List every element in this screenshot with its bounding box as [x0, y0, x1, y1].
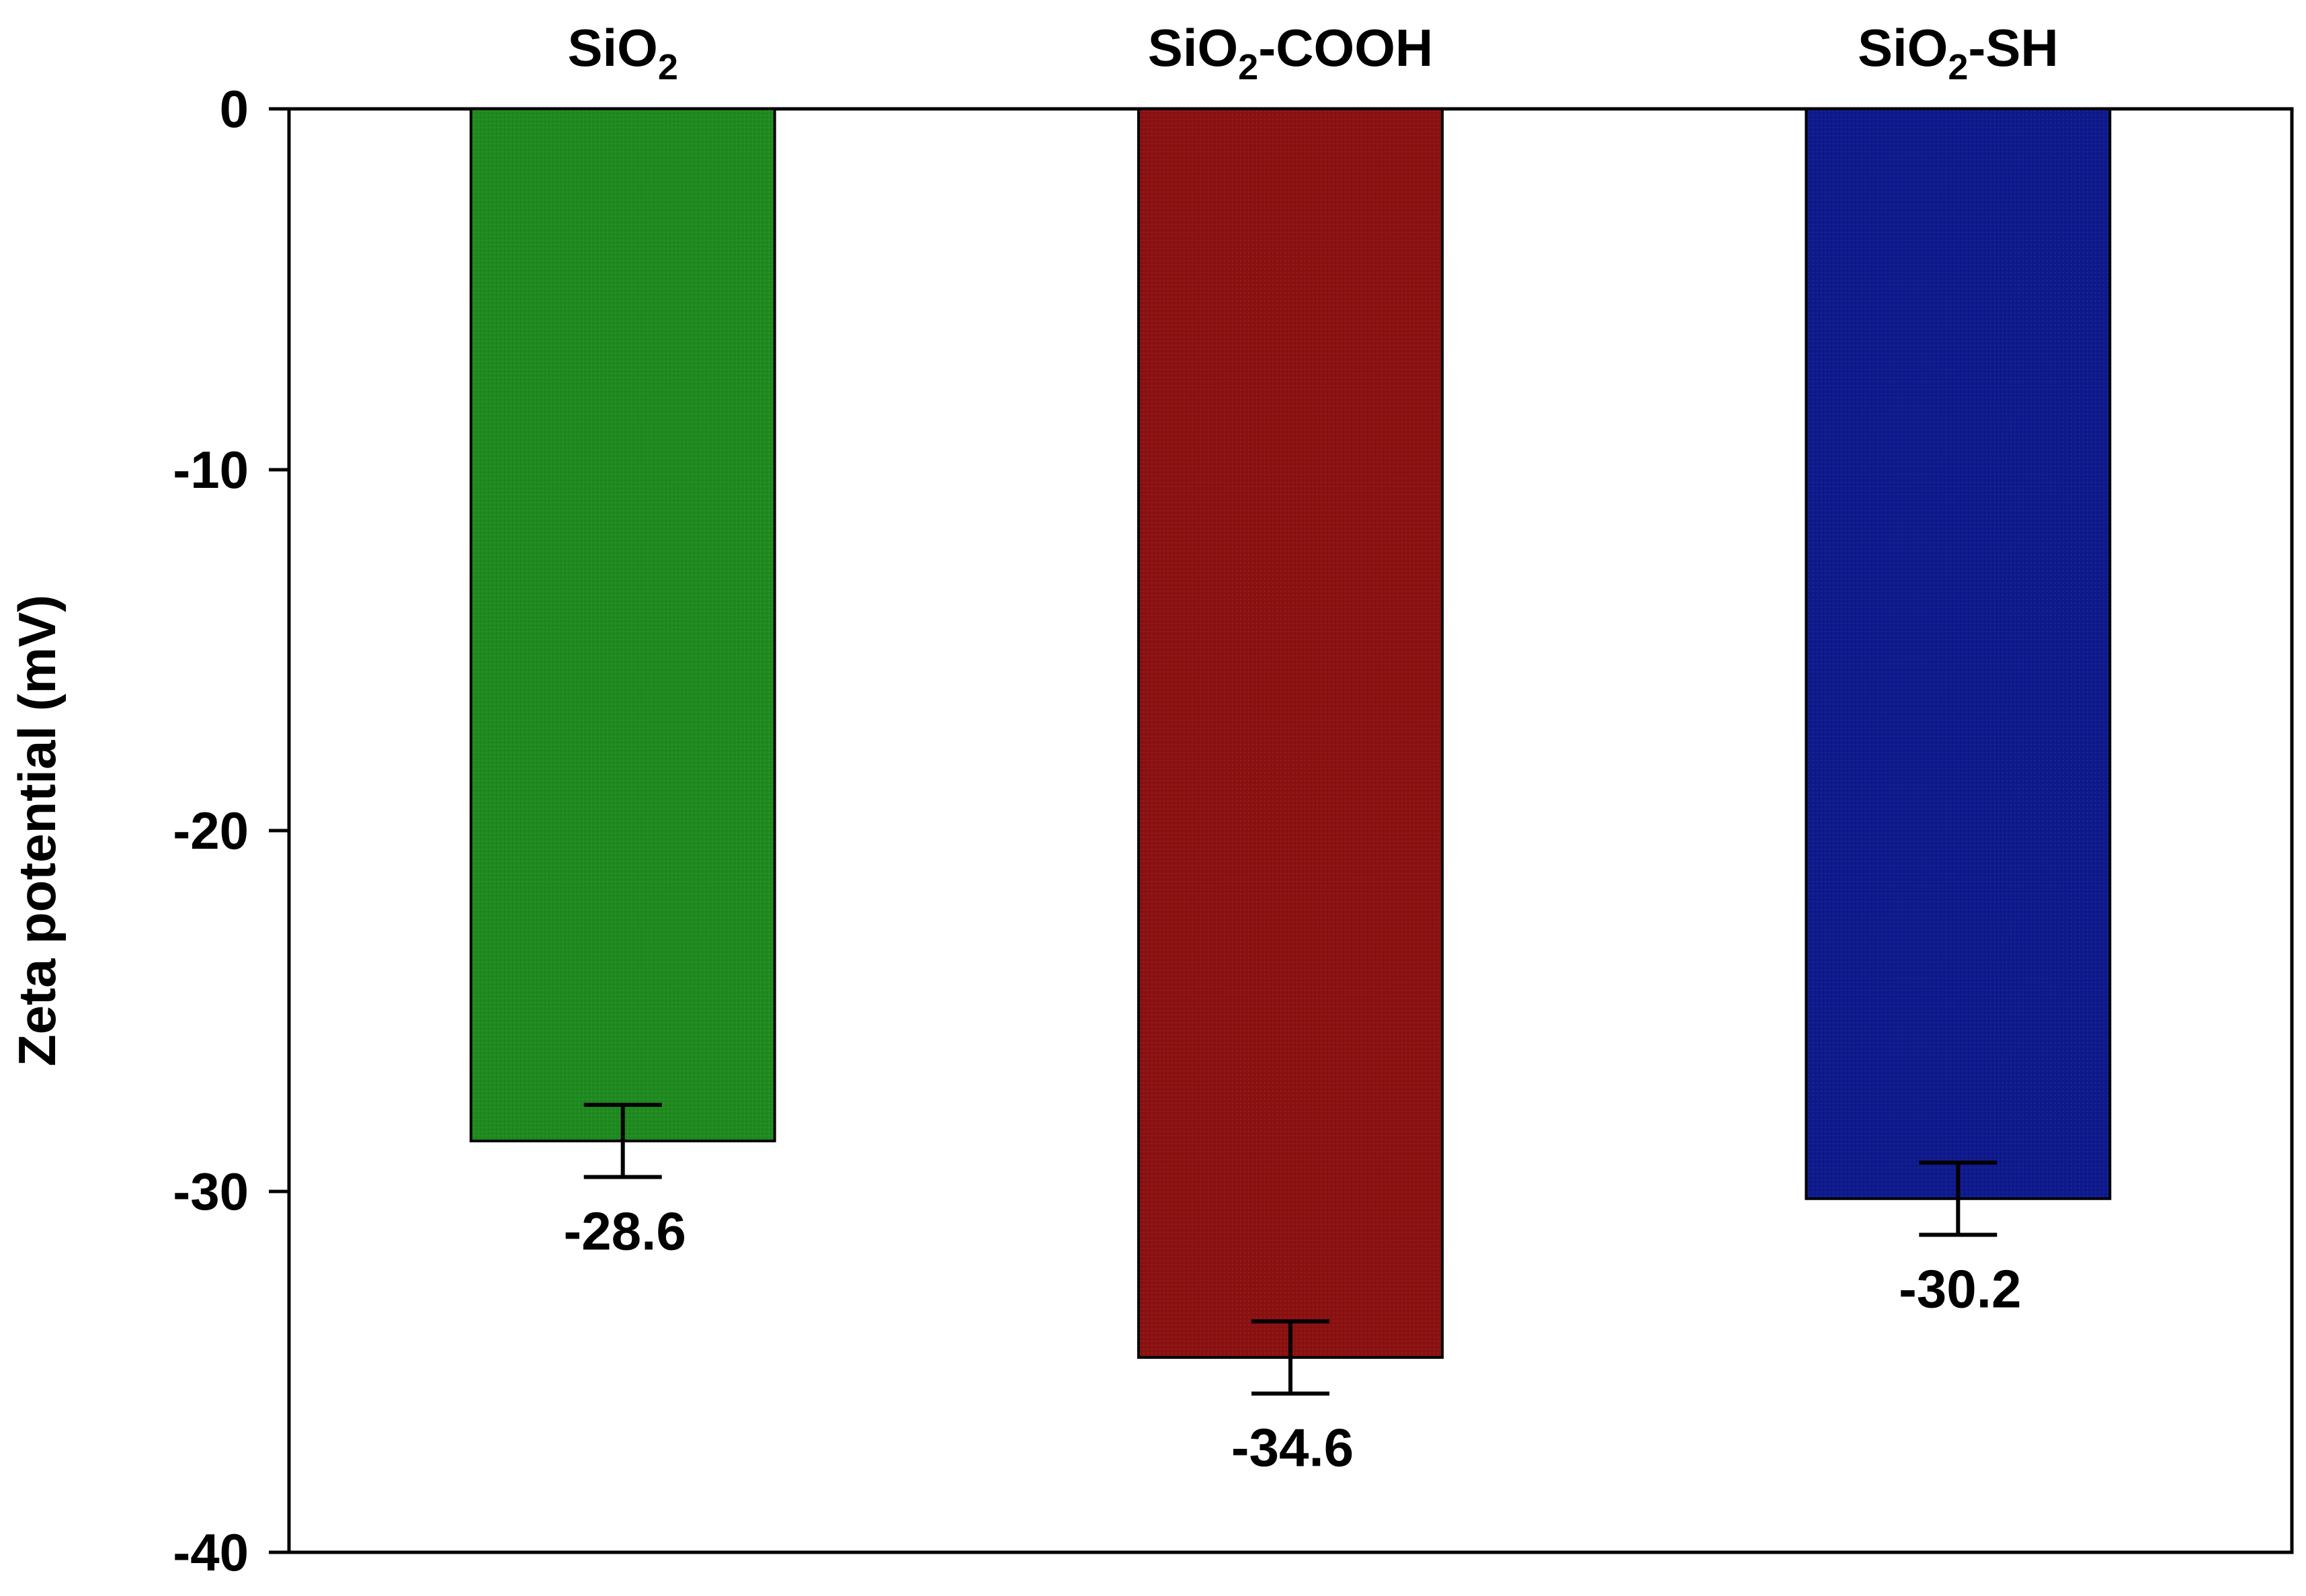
bars: -28.6 -34.6 -30.2 [471, 109, 2110, 1478]
data-label: -30.2 [1899, 1259, 2021, 1318]
category-label-base: SiO [1148, 18, 1238, 77]
bar-texture [1139, 109, 1442, 1357]
category-label-base: SiO [567, 18, 657, 77]
y-tick-label: -30 [173, 1162, 249, 1221]
bar-texture [471, 109, 775, 1141]
category-label: SiO2 [567, 18, 677, 87]
category-label-subscript: 2 [1238, 47, 1258, 87]
data-label: -34.6 [1231, 1418, 1354, 1478]
category-label-subscript: 2 [1948, 47, 1968, 87]
zeta-potential-chart: 0 -10 -20 -30 -40 -28.6 -34.6 -30.2 SiO2 SiO2-C… [0, 0, 2306, 1593]
category-label: SiO2-SH [1858, 18, 2059, 87]
y-axis-label: Zeta potential (mV) [7, 595, 67, 1066]
category-label-base: SiO [1858, 18, 1948, 77]
category-label: SiO2-COOH [1148, 18, 1433, 87]
y-axis: 0 -10 -20 -30 -40 [173, 79, 289, 1582]
data-label: -28.6 [563, 1202, 686, 1261]
category-label-subscript: 2 [658, 47, 678, 87]
y-tick-label: -20 [173, 801, 249, 860]
category-label-suffix: -COOH [1258, 18, 1433, 77]
category-label-suffix: -SH [1968, 18, 2058, 77]
y-tick-label: 0 [220, 79, 249, 138]
chart-svg: 0-10-20-30-40 -28.6-34.6-30.2 SiO2 SiO2-C… [0, 0, 2306, 1593]
y-tick-label: -10 [173, 440, 249, 499]
bar-texture [1806, 109, 2110, 1199]
y-tick-label: -40 [173, 1523, 249, 1582]
category-labels: SiO2 SiO2-COOH SiO2-SH [567, 18, 2058, 87]
